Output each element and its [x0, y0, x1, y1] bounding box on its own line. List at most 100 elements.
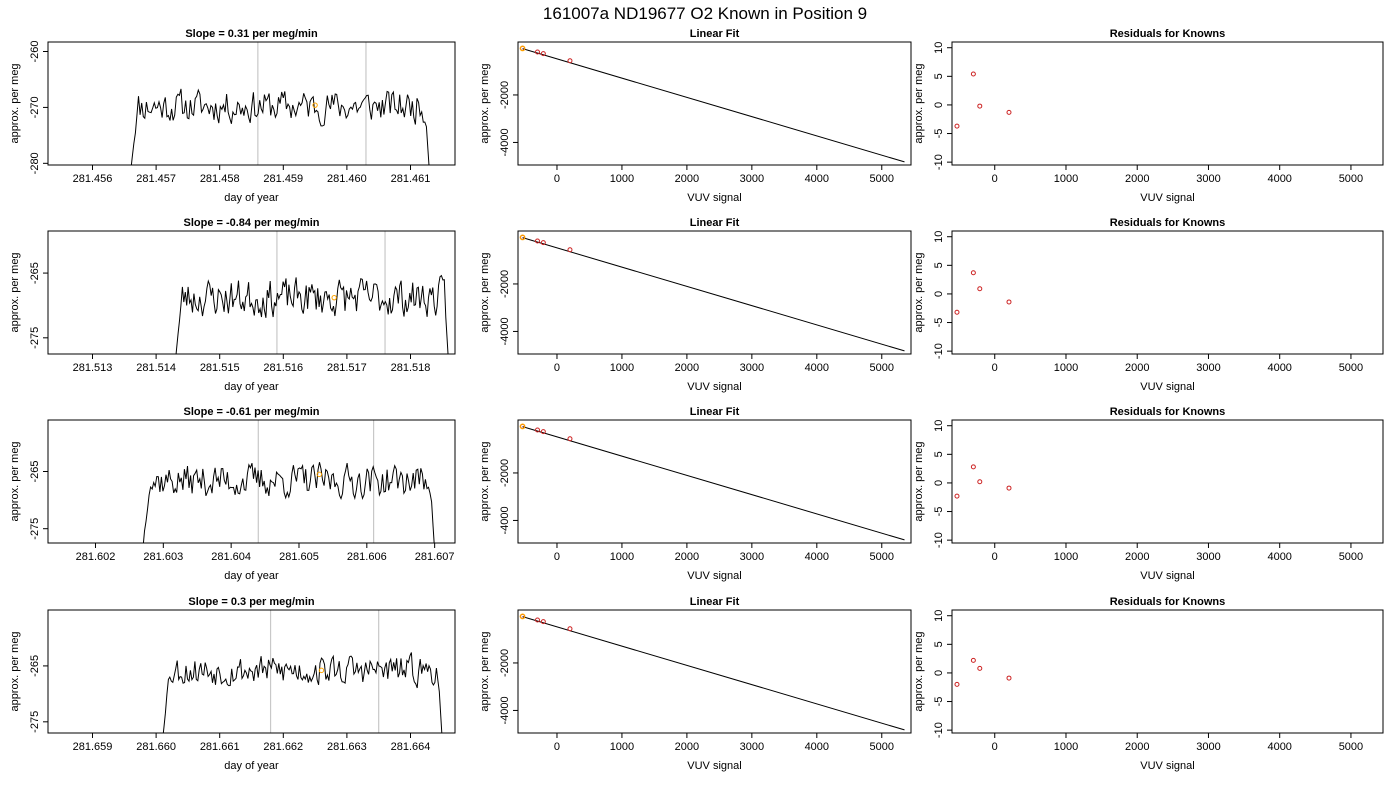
panel-r0-c2: Residuals for Knowns 0 1000 2000 3000 4000 500…: [913, 28, 1384, 204]
residual-point: [1006, 299, 1012, 305]
x-tick-label: 2000: [675, 362, 699, 374]
x-axis-label: VUV signal: [687, 192, 741, 204]
x-tick-label: 3000: [740, 362, 764, 374]
y-tick-label: -2000: [499, 81, 511, 109]
residual-point: [970, 464, 976, 470]
y-axis-label: approx. per meg: [479, 631, 491, 711]
plot-frame: [951, 419, 1384, 544]
plot-area: [954, 464, 1012, 499]
x-tick-label: 1000: [610, 173, 634, 185]
plot-frame: [517, 230, 912, 355]
x-tick-label: 281.660: [136, 741, 176, 753]
y-tick-label: -10: [933, 722, 945, 738]
x-tick-label: 0: [554, 173, 560, 185]
y-tick-label: -4000: [499, 506, 511, 534]
x-tick-label: 3000: [740, 173, 764, 185]
panel-r1-c1: Linear Fit 0 1000 2000 3000 4000 5000 -2000 -400…: [479, 217, 912, 393]
x-tick-label: 0: [992, 741, 998, 753]
y-tick-label: -275: [29, 518, 41, 540]
y-tick-label: 0: [933, 291, 945, 297]
x-tick-label: 281.661: [200, 741, 240, 753]
panel-title: Residuals for Knowns: [1110, 28, 1226, 40]
y-tick-label: -270: [29, 96, 41, 118]
x-tick-label: 5000: [870, 551, 894, 563]
panel-title: Linear Fit: [690, 28, 740, 40]
y-tick-label: -2000: [499, 649, 511, 677]
plot-area: [954, 270, 1012, 315]
y-tick-label: -265: [29, 262, 41, 284]
x-tick-label: 2000: [675, 551, 699, 563]
data-series-line: [130, 88, 430, 165]
residual-point: [954, 681, 960, 687]
data-series-line: [175, 274, 449, 354]
plot-area: [954, 657, 1012, 687]
panel-r0-c1: Linear Fit 0 1000 2000 3000 4000 5000 -2000 -400…: [479, 28, 912, 204]
y-tick-label: -2000: [499, 270, 511, 298]
data-series-line: [162, 652, 443, 733]
plot-area: [954, 71, 1012, 129]
plot-frame: [951, 230, 1384, 355]
x-tick-label: 2000: [675, 741, 699, 753]
x-axis-label: VUV signal: [1140, 192, 1194, 204]
y-tick-label: -275: [29, 711, 41, 733]
y-tick-label: -2000: [499, 459, 511, 487]
highlight-point: [519, 613, 526, 620]
y-tick-label: -260: [29, 40, 41, 62]
x-tick-label: 4000: [805, 741, 829, 753]
y-tick-label: -10: [933, 532, 945, 548]
panel-grid: Slope = 0.31 per meg/min 281.456 281.457 28…: [9, 28, 1384, 772]
data-point: [534, 49, 540, 55]
plot-frame: [47, 41, 456, 166]
x-tick-label: 0: [554, 362, 560, 374]
panel-r1-c2: Residuals for Knowns 0 1000 2000 3000 4000 500…: [913, 217, 1384, 393]
x-tick-label: 1000: [610, 741, 634, 753]
y-axis-label: approx. per meg: [913, 631, 925, 711]
x-tick-label: 4000: [805, 551, 829, 563]
x-tick-label: 2000: [1125, 741, 1149, 753]
y-tick-label: 10: [933, 420, 945, 432]
x-tick-label: 281.459: [263, 173, 303, 185]
x-tick-label: 3000: [1196, 362, 1220, 374]
plot-frame: [951, 41, 1384, 166]
x-tick-label: 4000: [1267, 551, 1291, 563]
x-axis-label: VUV signal: [687, 570, 741, 582]
y-axis-label: approx. per meg: [9, 63, 21, 143]
x-tick-label: 281.605: [279, 551, 319, 563]
x-tick-label: 3000: [1196, 741, 1220, 753]
plot-area: [175, 231, 449, 354]
residual-point: [970, 657, 976, 663]
x-tick-label: 281.513: [73, 362, 113, 374]
data-point: [534, 617, 540, 623]
x-tick-label: 3000: [740, 551, 764, 563]
x-tick-label: 1000: [1054, 173, 1078, 185]
plot-area: [142, 420, 435, 543]
data-point: [540, 51, 546, 57]
y-tick-label: 5: [933, 262, 945, 268]
panel-r2-c2: Residuals for Knowns 0 1000 2000 3000 4000 500…: [913, 406, 1384, 582]
x-axis-label: VUV signal: [687, 760, 741, 772]
residual-point: [954, 493, 960, 499]
residual-point: [970, 270, 976, 276]
y-tick-label: 5: [933, 641, 945, 647]
plot-frame: [517, 609, 912, 734]
x-tick-label: 281.458: [200, 173, 240, 185]
highlight-point: [519, 45, 526, 52]
x-axis-label: day of year: [224, 570, 279, 582]
x-tick-label: 0: [554, 741, 560, 753]
residual-point: [977, 479, 983, 485]
x-tick-label: 0: [992, 362, 998, 374]
x-tick-label: 5000: [870, 173, 894, 185]
data-point: [567, 58, 573, 64]
x-axis-label: day of year: [224, 192, 279, 204]
x-tick-label: 1000: [1054, 362, 1078, 374]
x-axis-label: VUV signal: [1140, 570, 1194, 582]
panel-title: Residuals for Knowns: [1110, 217, 1226, 229]
data-point: [567, 436, 573, 442]
y-axis-label: approx. per meg: [913, 441, 925, 521]
panel-title: Linear Fit: [690, 406, 740, 418]
known-marker: [318, 667, 325, 674]
plot-area: [519, 613, 905, 731]
x-tick-label: 4000: [1267, 741, 1291, 753]
plot-frame: [47, 230, 456, 355]
data-point: [540, 619, 546, 625]
